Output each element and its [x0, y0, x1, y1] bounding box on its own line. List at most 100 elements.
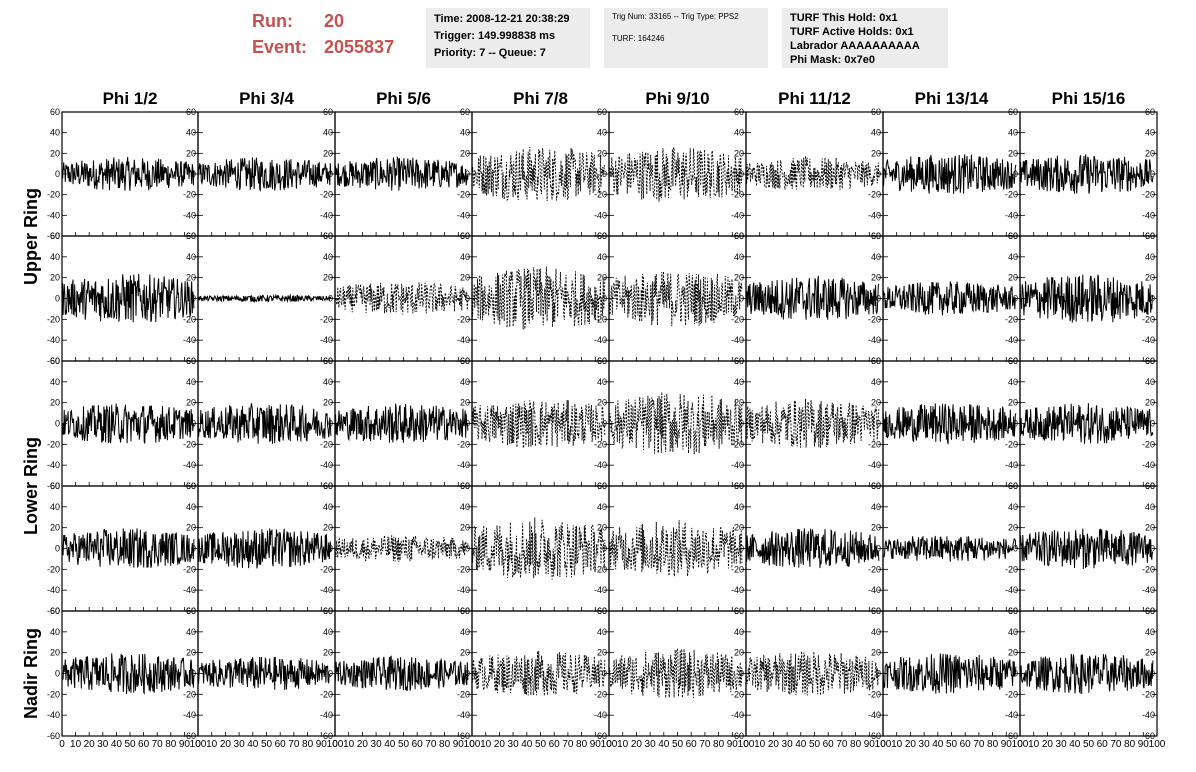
column-header: Phi 9/10 [645, 89, 709, 108]
y-tick-label: 40 [460, 502, 470, 512]
y-tick-label: 20 [186, 398, 196, 408]
y-tick-label: 40 [1145, 627, 1155, 637]
y-tick-label: -20 [1142, 190, 1155, 200]
y-tick-label: 60 [460, 606, 470, 616]
waveform-trace [882, 281, 1017, 316]
waveform-trace [61, 273, 195, 323]
y-tick-label: -20 [594, 564, 607, 574]
x-tick-label: 20 [768, 739, 780, 750]
y-tick-label: -20 [1142, 439, 1155, 449]
x-tick-label: 90 [727, 739, 739, 750]
x-tick-label: 30 [97, 739, 109, 750]
y-tick-label: -60 [594, 731, 607, 741]
y-tick-label: -20 [731, 314, 744, 324]
y-tick-label: 40 [871, 377, 881, 387]
x-tick-label: 20 [494, 739, 506, 750]
y-tick-label: -40 [183, 335, 196, 345]
y-tick-label: 40 [50, 627, 60, 637]
x-tick-label: 20 [84, 739, 96, 750]
y-tick-label: -20 [457, 689, 470, 699]
y-tick-label: -60 [47, 231, 60, 241]
y-tick-label: 60 [734, 606, 744, 616]
waveform-trace [745, 398, 880, 449]
x-tick-label: 50 [124, 739, 136, 750]
y-tick-label: 0 [1013, 544, 1018, 554]
x-tick-label: 20 [905, 739, 917, 750]
x-tick-label: 60 [823, 739, 835, 750]
y-tick-label: -40 [320, 460, 333, 470]
y-tick-label: -20 [47, 190, 60, 200]
y-tick-label: 40 [1145, 377, 1155, 387]
x-tick-label: 60 [412, 739, 424, 750]
x-tick-label: 20 [631, 739, 643, 750]
y-tick-label: -20 [183, 439, 196, 449]
y-tick-label: 60 [1008, 606, 1018, 616]
x-tick-label: 40 [932, 739, 944, 750]
y-tick-label: -60 [47, 356, 60, 366]
phimask-text: Phi Mask: 0x7e0 [790, 54, 875, 66]
y-tick-label: 0 [1150, 544, 1155, 554]
x-tick-label: 80 [302, 739, 314, 750]
x-tick-label: 90 [864, 739, 876, 750]
column-header: Phi 15/16 [1052, 89, 1126, 108]
y-tick-label: 20 [871, 398, 881, 408]
waveform-trace [608, 391, 743, 455]
y-tick-label: 60 [50, 231, 60, 241]
turf-active-text: TURF Active Holds: 0x1 [790, 26, 914, 38]
column-header: Phi 5/6 [376, 89, 431, 108]
y-tick-label: 20 [1008, 273, 1018, 283]
y-tick-label: 20 [323, 148, 333, 158]
y-tick-label: 20 [597, 523, 607, 533]
y-tick-label: -20 [594, 190, 607, 200]
y-tick-label: 40 [1008, 627, 1018, 637]
y-tick-label: 0 [602, 169, 607, 179]
x-tick-label: 60 [138, 739, 150, 750]
x-tick-label: 50 [398, 739, 410, 750]
x-tick-label: 90 [179, 739, 191, 750]
y-tick-label: 20 [871, 148, 881, 158]
y-tick-label: 40 [186, 128, 196, 138]
x-tick-label: 70 [425, 739, 437, 750]
waveform-trace [1019, 274, 1154, 323]
x-tick-label: 40 [521, 739, 533, 750]
y-tick-label: 40 [1145, 128, 1155, 138]
waveform-trace [197, 528, 332, 569]
x-tick-label: 50 [946, 739, 958, 750]
x-tick-label: 0 [743, 739, 749, 750]
waveform-trace [1019, 154, 1154, 194]
x-tick-label: 10 [206, 739, 218, 750]
x-tick-label: 10 [70, 739, 82, 750]
x-tick-label: 30 [1056, 739, 1068, 750]
x-tick-label: 10 [343, 739, 355, 750]
y-tick-label: -40 [457, 710, 470, 720]
y-tick-label: 20 [50, 148, 60, 158]
y-tick-label: 40 [597, 377, 607, 387]
y-tick-label: -40 [47, 210, 60, 220]
waveform-trace [1019, 403, 1154, 444]
y-tick-label: 60 [186, 107, 196, 117]
y-tick-label: -20 [1005, 564, 1018, 574]
y-tick-label: 0 [465, 169, 470, 179]
y-tick-label: 60 [597, 356, 607, 366]
waveform-trace [61, 156, 195, 191]
waveform-trace [882, 535, 1017, 562]
x-tick-label: 80 [850, 739, 862, 750]
y-tick-label: 40 [871, 128, 881, 138]
y-tick-label: -40 [457, 460, 470, 470]
y-tick-label: 20 [1145, 148, 1155, 158]
x-tick-label: 30 [645, 739, 657, 750]
y-tick-label: 60 [1145, 481, 1155, 491]
run-value: 20 [324, 11, 345, 31]
y-tick-label: 40 [597, 627, 607, 637]
y-tick-label: -20 [731, 439, 744, 449]
y-tick-label: 60 [871, 606, 881, 616]
turf-panel: TURF This Hold: 0x1 TURF Active Holds: 0… [782, 8, 948, 68]
y-tick-label: -20 [1005, 190, 1018, 200]
